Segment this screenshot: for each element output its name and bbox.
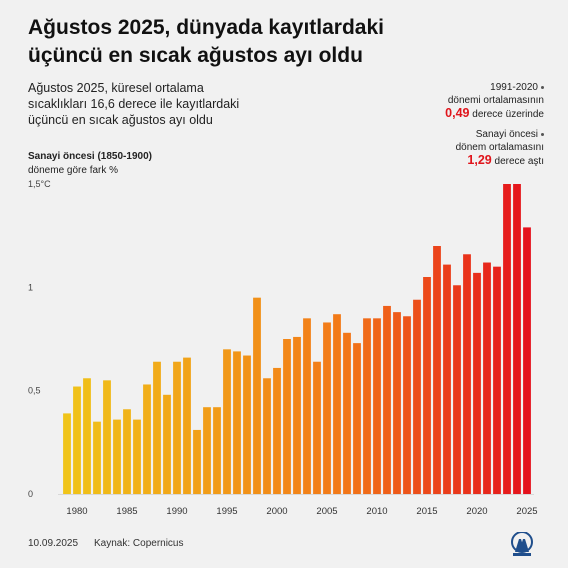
annotation-2-line1: Sanayi öncesi <box>475 129 538 140</box>
bar-1995 <box>223 349 231 494</box>
bar-1992 <box>193 429 201 494</box>
bar-2016 <box>433 246 441 494</box>
bar-1981 <box>83 378 91 494</box>
bar-2019 <box>463 254 471 494</box>
bar-1986 <box>133 419 141 494</box>
annotation-2-value: 1,29 <box>467 153 492 167</box>
bar-1991 <box>183 357 191 494</box>
bar-2020 <box>473 272 481 494</box>
bar-2022 <box>493 266 501 494</box>
bar-1983 <box>103 380 111 494</box>
bar-2008 <box>353 343 361 494</box>
bullet-dot-icon <box>541 132 544 136</box>
x-tick-label: 1995 <box>216 506 237 517</box>
data-source: Kaynak: Copernicus <box>94 538 184 549</box>
annotation-2-line2: dönem ortalamasını <box>455 141 544 153</box>
annotation-preindustrial: Sanayi öncesi dönem ortalamasını 1,29 de… <box>456 129 544 169</box>
bar-1982 <box>93 421 101 494</box>
bar-1989 <box>163 394 171 494</box>
bar-2017 <box>443 264 451 494</box>
bar-2023 <box>503 184 511 494</box>
bar-2000 <box>273 367 281 494</box>
bar-1996 <box>233 351 241 494</box>
bar-1987 <box>143 384 151 494</box>
bar-2007 <box>343 332 351 494</box>
bar-2003 <box>303 318 311 494</box>
bar-2006 <box>333 314 341 494</box>
bar-1998 <box>253 297 261 494</box>
chart-title: Ağustos 2025, dünyada kayıtlardaki üçünc… <box>28 16 384 67</box>
annotation-1991-2020: 1991-2020 dönemi ortalamasının 0,49 dere… <box>445 82 544 122</box>
bullet-dot-icon <box>541 85 544 89</box>
bar-2025 <box>523 227 531 494</box>
y-tick-label: 0,5 <box>28 386 41 396</box>
y-axis-label: Sanayi öncesi (1850-1900) döneme göre fa… <box>28 150 152 178</box>
x-tick-label: 1990 <box>166 506 187 517</box>
bar-1985 <box>123 409 131 494</box>
bar-2024 <box>513 184 521 494</box>
y-axis-label-line2: döneme göre fark % <box>28 165 119 176</box>
aa-logo-icon <box>511 532 533 556</box>
bar-1993 <box>203 407 211 494</box>
y-tick-label: 0 <box>28 489 33 499</box>
y-tick-label: 1 <box>28 282 33 292</box>
bar-1980 <box>73 386 81 494</box>
bar-2005 <box>323 322 331 494</box>
x-tick-label: 1980 <box>66 506 87 517</box>
bar-1979 <box>63 413 71 494</box>
chart-subtitle: Ağustos 2025, küresel ortalama sıcaklıkl… <box>28 81 240 127</box>
bar-2012 <box>393 312 401 494</box>
bar-1990 <box>173 361 181 494</box>
bar-1988 <box>153 361 161 494</box>
bar-2015 <box>423 277 431 494</box>
annotation-1-value: 0,49 <box>445 106 470 120</box>
bar-2014 <box>413 299 421 494</box>
x-tick-label: 2005 <box>316 506 337 517</box>
bar-2011 <box>383 305 391 494</box>
bar-2021 <box>483 262 491 494</box>
annotation-2-suffix: derece aştı <box>494 156 544 167</box>
bar-2010 <box>373 318 381 494</box>
annotation-1-suffix: derece üzerinde <box>472 109 544 120</box>
annotation-1-line2: dönemi ortalamasının <box>447 94 544 106</box>
y-tick-label: 1,5°C <box>28 179 51 189</box>
annotation-1-line1: 1991-2020 <box>490 82 538 93</box>
bar-1994 <box>213 407 221 494</box>
x-tick-label: 2025 <box>516 506 537 517</box>
bar-2004 <box>313 361 321 494</box>
x-tick-label: 2015 <box>416 506 437 517</box>
bar-1984 <box>113 419 121 494</box>
bar-1997 <box>243 355 251 494</box>
y-axis-label-line1: Sanayi öncesi (1850-1900) <box>28 151 152 162</box>
bar-2002 <box>293 336 301 494</box>
x-tick-label: 1985 <box>116 506 137 517</box>
publish-date: 10.09.2025 <box>28 538 79 549</box>
bar-2013 <box>403 316 411 494</box>
bar-1999 <box>263 378 271 494</box>
x-tick-label: 2010 <box>366 506 387 517</box>
bar-2018 <box>453 285 461 494</box>
x-tick-label: 2020 <box>466 506 487 517</box>
bar-2001 <box>283 339 291 494</box>
bar-2009 <box>363 318 371 494</box>
x-tick-label: 2000 <box>266 506 287 517</box>
